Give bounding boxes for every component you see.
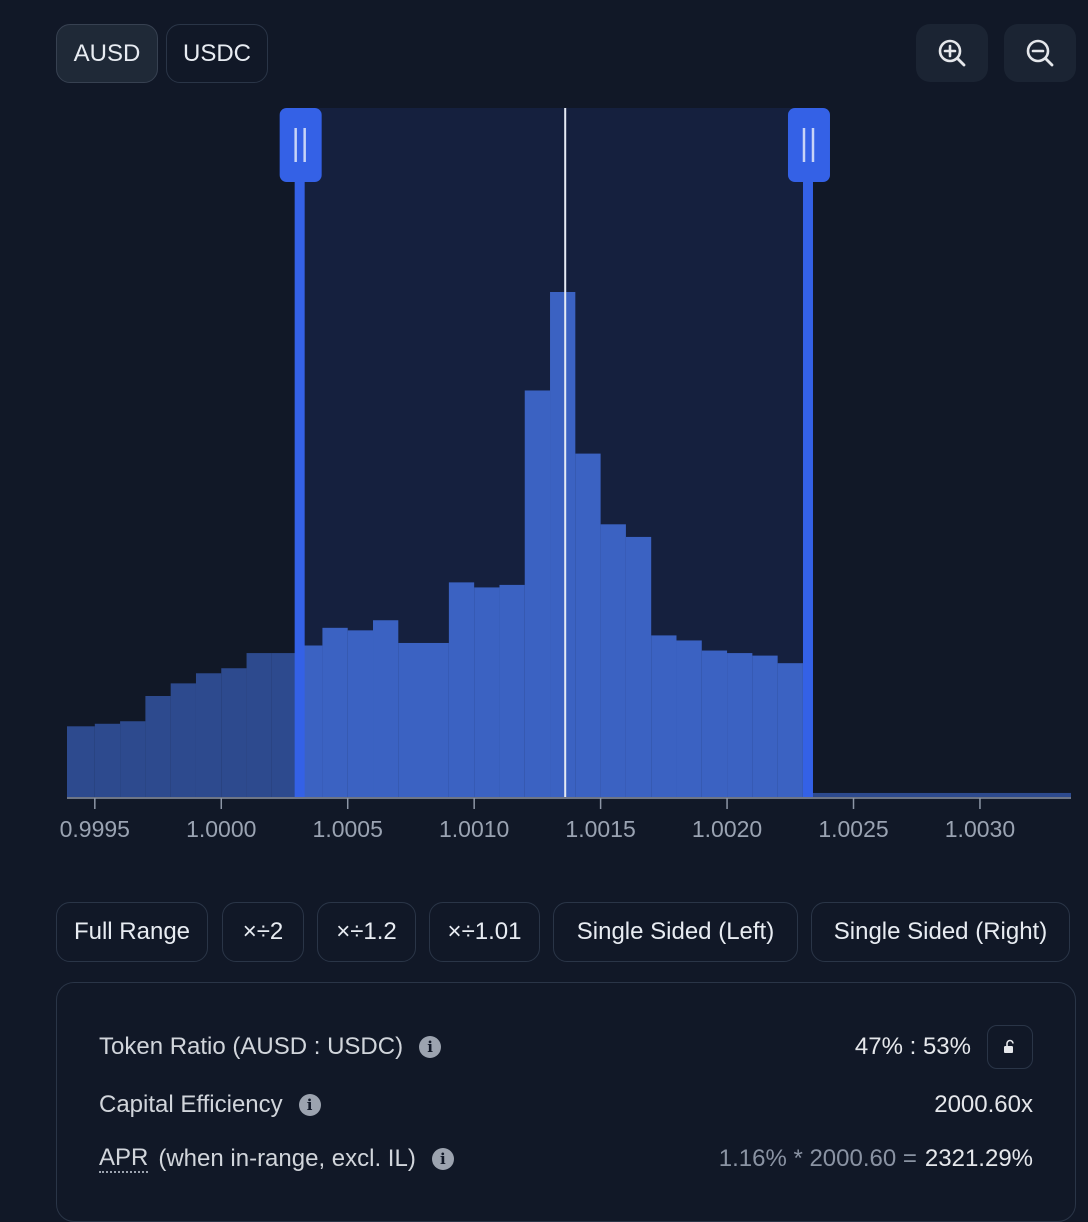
preset-full-range-button[interactable]: Full Range (56, 902, 208, 962)
range-handle-line-max[interactable] (802, 120, 813, 797)
liquidity-bar (676, 640, 702, 797)
info-icon[interactable]: i (419, 1036, 442, 1058)
liquidity-bar (625, 536, 652, 797)
info-icon[interactable]: i (431, 1148, 454, 1170)
liquidity-bar (322, 627, 348, 797)
zoom-out-button[interactable] (1004, 24, 1076, 82)
preset-x-div-2-button[interactable]: ×÷2 (222, 902, 304, 962)
x-axis-tick-label: 1.0015 (565, 816, 635, 842)
liquidity-bar (499, 584, 525, 797)
zoom-in-icon (938, 39, 966, 67)
liquidity-bar (299, 645, 323, 797)
x-axis-tick-label: 1.0020 (692, 816, 762, 842)
x-axis-tick-label: 1.0005 (313, 816, 383, 842)
zoom-out-icon (1026, 39, 1054, 67)
liquidity-bar (550, 292, 576, 797)
preset-x-div-1-2-button[interactable]: ×÷1.2 (317, 902, 416, 962)
capital-efficiency-label: Capital Efficiency (99, 1091, 283, 1118)
liquidity-bar (474, 587, 500, 797)
liquidity-bar (373, 620, 399, 797)
liquidity-chart[interactable]: 0.9995 1.0000 1.0005 1.0010 1.0015 1.0020 1.00… (0, 100, 1088, 870)
apr-row: APR (when in-range, excl. IL) i 1.16% * … (99, 1139, 1033, 1179)
capital-efficiency-row: Capital Efficiency i 2000.60x (99, 1085, 1033, 1125)
token-ratio-label: Token Ratio (AUSD : USDC) (99, 1033, 404, 1060)
info-icon[interactable]: i (298, 1094, 321, 1116)
unlock-icon (1004, 1039, 1014, 1053)
token-ratio-row: Token Ratio (AUSD : USDC) i 47% : 53% (99, 1025, 1033, 1069)
liquidity-bar (120, 721, 146, 797)
preset-single-sided-left-button[interactable]: Single Sided (Left) (553, 902, 798, 962)
liquidity-bar (701, 650, 728, 797)
x-axis-tick-label: 1.0010 (439, 816, 509, 842)
liquidity-bar (67, 726, 95, 797)
x-axis-tick-label: 1.0030 (945, 816, 1015, 842)
liquidity-bar (221, 668, 247, 797)
liquidity-bar (600, 524, 626, 797)
range-handle-grip-max[interactable] (787, 108, 830, 182)
apr-formula: 1.16% * 2000.60 = (718, 1145, 917, 1172)
range-handle-line-min[interactable] (294, 120, 305, 797)
apr-abbreviation[interactable]: APR (99, 1144, 149, 1173)
apr-label: (when in-range, excl. IL) (158, 1145, 416, 1172)
zoom-in-button[interactable] (916, 24, 988, 82)
liquidity-bar (524, 390, 551, 797)
liquidity-bar (94, 723, 121, 797)
liquidity-bar (802, 792, 1071, 797)
liquidity-chart-svg[interactable]: 0.9995 1.0000 1.0005 1.0010 1.0015 1.0020 1.00… (0, 100, 1088, 870)
range-handle-grip-min[interactable] (279, 108, 322, 182)
liquidity-bar (145, 696, 171, 797)
x-axis-tick-label: 1.0025 (818, 816, 888, 842)
position-stats-panel: Token Ratio (AUSD : USDC) i 47% : 53% Ca… (56, 982, 1076, 1222)
liquidity-bar (777, 663, 803, 797)
preset-x-div-1-01-button[interactable]: ×÷1.01 (429, 902, 540, 962)
liquidity-bar (752, 655, 778, 797)
ratio-lock-toggle[interactable] (987, 1025, 1033, 1069)
liquidity-bar (448, 582, 475, 797)
liquidity-bar (170, 683, 196, 797)
liquidity-bar (246, 653, 272, 797)
token-toggle-ausd[interactable]: AUSD (56, 24, 158, 83)
liquidity-bar (651, 635, 677, 797)
apr-value: 2321.29% (924, 1145, 1033, 1172)
liquidity-bar (195, 673, 222, 797)
capital-efficiency-value: 2000.60x (934, 1091, 1033, 1118)
token-toggle-usdc[interactable]: USDC (166, 24, 268, 83)
liquidity-bar (727, 653, 753, 797)
x-axis-tick-label: 0.9995 (60, 816, 130, 842)
liquidity-bar (398, 642, 449, 797)
liquidity-bar (347, 630, 374, 797)
liquidity-bar (575, 453, 601, 797)
preset-single-sided-right-button[interactable]: Single Sided (Right) (811, 902, 1070, 962)
token-ratio-value: 47% : 53% (854, 1033, 971, 1060)
x-axis-tick-label: 1.0000 (186, 816, 256, 842)
